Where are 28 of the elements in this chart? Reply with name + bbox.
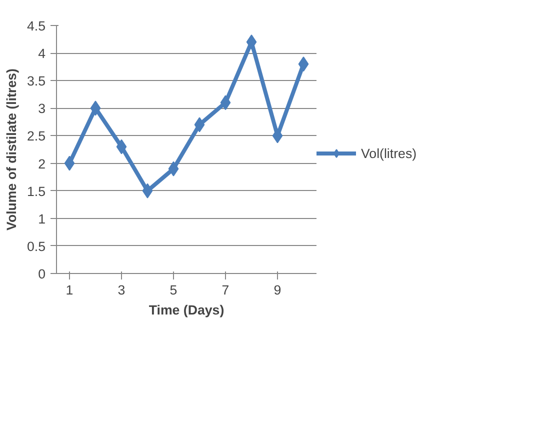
point	[64, 156, 75, 171]
point	[272, 128, 283, 144]
y-tick-label: 4	[38, 46, 46, 62]
y-axis-title: Volume of distilate (litres)	[4, 68, 19, 230]
x-tick-label: 9	[274, 282, 282, 298]
y-tick-label: 1	[38, 211, 46, 226]
y-tick-label: 1.5	[26, 184, 46, 199]
legend-label: Vol(litres)	[361, 146, 417, 160]
y-tick-label: 0	[38, 266, 46, 282]
point	[142, 183, 153, 198]
y-tick-label: 2.5	[26, 128, 46, 144]
y-tick-label: 3	[38, 101, 46, 116]
point	[168, 161, 179, 176]
point	[220, 95, 231, 110]
y-tick-label: 0.5	[26, 238, 46, 254]
x-tick-label: 5	[170, 282, 178, 298]
point	[194, 117, 205, 132]
y-tick-label: 2	[38, 156, 46, 172]
y-tick-label: 4.5	[26, 18, 46, 34]
x-tick-label: 3	[118, 282, 126, 298]
point	[246, 34, 257, 50]
x-tick-label: 7	[222, 282, 230, 298]
point	[116, 139, 127, 154]
x-axis-title: Time (Days)	[148, 302, 224, 318]
point	[298, 56, 309, 72]
y-tick-label: 3.5	[26, 74, 46, 89]
x-tick-label: 1	[66, 282, 74, 298]
point	[90, 100, 101, 116]
